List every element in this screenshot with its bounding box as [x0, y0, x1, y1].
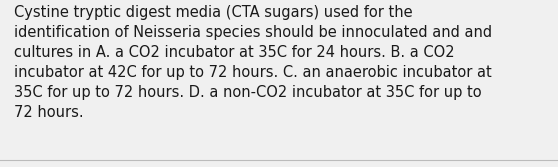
Text: Cystine tryptic digest media (CTA sugars) used for the
identification of Neisser: Cystine tryptic digest media (CTA sugars… — [14, 5, 492, 120]
